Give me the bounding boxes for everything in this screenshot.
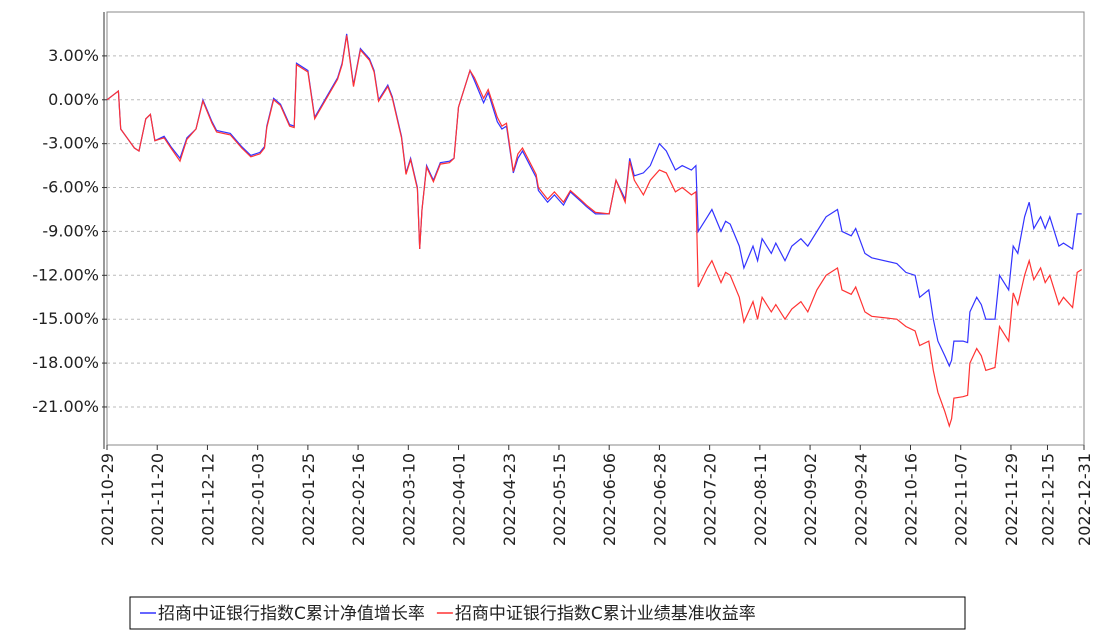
x-tick-label: 2022-10-16 bbox=[902, 453, 921, 546]
x-tick-label: 2022-09-24 bbox=[851, 453, 870, 546]
x-tick-label: 2022-11-29 bbox=[1002, 453, 1021, 546]
x-tick-label: 2022-05-15 bbox=[550, 453, 569, 546]
series-line bbox=[106, 35, 1083, 429]
y-tick-label: -21.00% bbox=[32, 397, 99, 416]
x-tick-label: 2022-06-28 bbox=[650, 453, 669, 546]
y-tick-label: -18.00% bbox=[32, 353, 99, 372]
y-tick-label: -9.00% bbox=[42, 221, 99, 240]
x-tick-label: 2022-08-11 bbox=[751, 453, 770, 546]
x-tick-label: 2022-06-06 bbox=[600, 453, 619, 546]
x-tick-label: 2022-12-15 bbox=[1038, 453, 1057, 546]
legend-label: 招商中证银行指数C累计业绩基准收益率 bbox=[455, 604, 756, 624]
legend-box bbox=[129, 596, 966, 630]
x-tick-label: 2021-12-12 bbox=[198, 453, 217, 546]
y-tick-label: -6.00% bbox=[42, 178, 99, 197]
x-tick-label: 2022-12-31 bbox=[1075, 453, 1094, 546]
x-tick-label: 2021-11-20 bbox=[148, 453, 167, 546]
x-tick-label: 2022-01-03 bbox=[249, 453, 268, 546]
x-tick-label: 2022-04-01 bbox=[450, 453, 469, 546]
x-tick-label: 2022-04-23 bbox=[500, 453, 519, 546]
plot-frame bbox=[106, 11, 1085, 446]
x-tick-label: 2021-10-29 bbox=[98, 453, 117, 546]
x-tick-label: 2022-09-02 bbox=[801, 453, 820, 546]
y-tick-label: 3.00% bbox=[48, 46, 99, 65]
y-tick-label: -15.00% bbox=[32, 309, 99, 328]
y-tick-label: -12.00% bbox=[32, 265, 99, 284]
legend-label: 招商中证银行指数C累计净值增长率 bbox=[158, 604, 425, 624]
x-tick-label: 2022-01-25 bbox=[299, 453, 318, 546]
series-line bbox=[106, 33, 1082, 368]
y-tick-label: 0.00% bbox=[48, 90, 99, 109]
x-tick-label: 2022-02-16 bbox=[349, 453, 368, 546]
x-tick-label: 2022-11-07 bbox=[952, 453, 971, 546]
x-tick-label: 2022-03-10 bbox=[399, 453, 418, 546]
y-tick-label: -3.00% bbox=[42, 134, 99, 153]
x-tick-label: 2022-07-20 bbox=[701, 453, 720, 546]
